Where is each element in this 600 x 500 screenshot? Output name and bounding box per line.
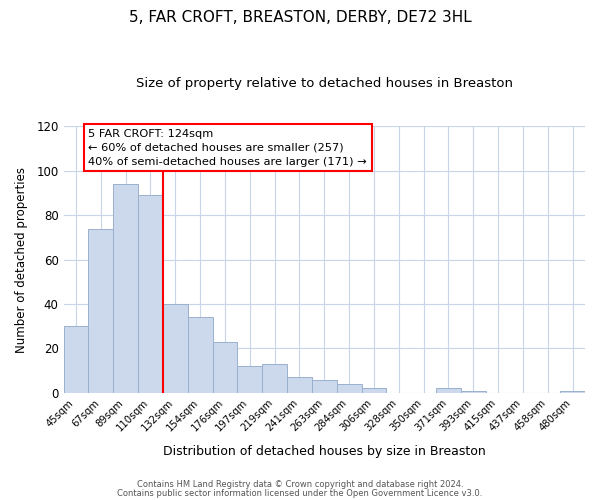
Bar xyxy=(436,388,461,393)
Bar xyxy=(138,195,163,393)
Bar xyxy=(113,184,138,393)
Bar xyxy=(88,228,113,393)
Text: Contains public sector information licensed under the Open Government Licence v3: Contains public sector information licen… xyxy=(118,490,482,498)
Bar xyxy=(64,326,88,393)
Text: Contains HM Land Registry data © Crown copyright and database right 2024.: Contains HM Land Registry data © Crown c… xyxy=(137,480,463,489)
Bar xyxy=(362,388,386,393)
Bar xyxy=(188,318,212,393)
Y-axis label: Number of detached properties: Number of detached properties xyxy=(15,166,28,352)
Text: 5 FAR CROFT: 124sqm
← 60% of detached houses are smaller (257)
40% of semi-detac: 5 FAR CROFT: 124sqm ← 60% of detached ho… xyxy=(88,128,367,166)
Bar xyxy=(461,390,485,393)
Bar xyxy=(312,380,337,393)
Bar xyxy=(163,304,188,393)
Bar xyxy=(238,366,262,393)
Bar xyxy=(337,384,362,393)
Title: Size of property relative to detached houses in Breaston: Size of property relative to detached ho… xyxy=(136,78,513,90)
X-axis label: Distribution of detached houses by size in Breaston: Distribution of detached houses by size … xyxy=(163,444,485,458)
Bar xyxy=(262,364,287,393)
Text: 5, FAR CROFT, BREASTON, DERBY, DE72 3HL: 5, FAR CROFT, BREASTON, DERBY, DE72 3HL xyxy=(128,10,472,25)
Bar xyxy=(560,390,585,393)
Bar xyxy=(287,378,312,393)
Bar xyxy=(212,342,238,393)
